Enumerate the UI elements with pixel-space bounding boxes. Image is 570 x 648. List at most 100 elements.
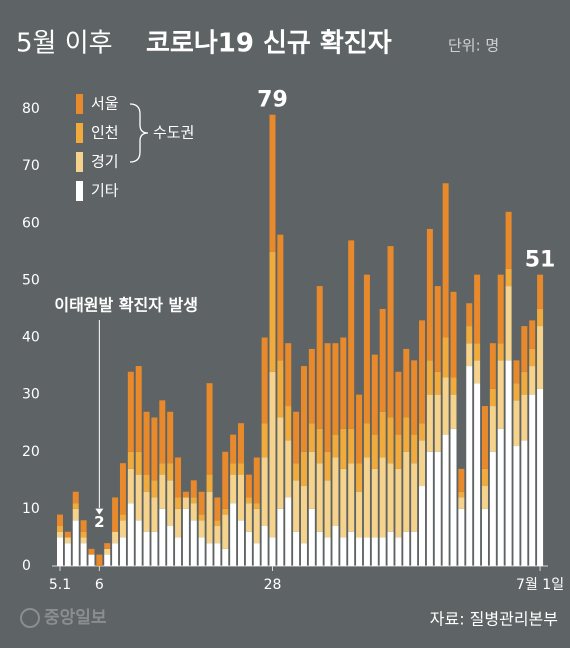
bar-segment [261,423,268,458]
bar-segment [442,337,449,378]
bar-segment [387,463,394,532]
bar-segment [363,423,370,458]
bar-segment [143,474,150,492]
legend-label: 서울 [91,95,119,113]
bar-segment [285,406,292,441]
data-label: 51 [525,248,556,273]
bar-segment [489,388,496,407]
bar-segment [474,274,481,344]
bar-segment [64,537,71,544]
bar-segment [206,474,213,492]
bar-segment [481,406,488,469]
x-tick-label: 6 [95,577,104,593]
bar-segment [529,394,536,566]
bar-segment [411,531,418,566]
bar-segment [371,537,378,566]
bar-segment [135,474,142,521]
bar-segment [340,537,347,566]
bar-segment [458,508,465,566]
bar-segment [135,520,142,566]
bar-segment [269,114,276,252]
label-pointer [95,508,104,515]
bar-segment [190,497,197,504]
bar-segment [112,497,119,532]
bar-segment [379,457,386,538]
bar-segment [167,463,174,481]
bar-segment [135,366,142,452]
bar-segment [426,451,433,566]
bar-segment [537,274,544,309]
y-tick-label: 60 [22,215,40,231]
bar-segment [332,526,339,566]
bar-segment [481,486,488,509]
bar-segment [222,451,229,509]
bar-segment [434,394,441,452]
bar-segment [245,474,252,498]
bar-segment [450,394,457,429]
bar-segment [245,497,252,504]
bar-segment [348,428,355,464]
legend-group: 수도권 [153,124,194,142]
bar-segment [190,520,197,566]
bar-segment [293,531,300,566]
bar-segment [300,486,307,544]
bar-segment [537,326,544,389]
legend-swatch [76,152,83,172]
bar-segment [112,531,119,544]
bar-segment [505,211,512,269]
legend-swatch [76,94,83,114]
bar-segment [474,383,481,566]
bar-segment [426,394,433,452]
legend-swatch [76,181,83,201]
bar-segment [379,411,386,458]
bar-segment [80,531,87,538]
bar-segment [340,428,347,469]
bar-segment [332,434,339,458]
bar-segment [324,451,331,481]
bar-segment [88,548,95,555]
data-label: 2 [94,513,104,531]
bar-segment [426,228,433,361]
bar-segment [151,531,158,566]
bar-segment [222,548,229,566]
bar-segment [356,394,363,464]
bar-segment [104,554,111,566]
bar-segment [277,360,284,418]
bar-segment [308,508,315,566]
bar-segment [230,474,237,504]
bar-segment [529,320,536,349]
bar-segment [521,371,528,395]
y-tick-label: 40 [22,330,40,346]
bar-segment [167,480,174,527]
bar-segment [403,451,410,532]
bar-segment [497,428,504,566]
bar-segment [182,491,189,498]
bar-segment [159,508,166,566]
bar-segment [80,537,87,544]
bar-segment [182,508,189,566]
bar-segment [127,468,134,504]
bar-segment [521,440,528,566]
legend-label: 인천 [91,124,119,142]
bar-segment [190,480,197,498]
title-prefix: 5월 이후 [16,29,113,59]
bar-segment [206,543,213,566]
bar-segment [434,371,441,395]
bar-segment [340,337,347,429]
bar-segment [151,497,158,532]
bar-segment [363,274,370,424]
bar-segment [419,440,426,487]
bar-segment [261,337,268,424]
bar-segment [489,451,496,566]
bar-segment [104,543,111,549]
bar-segment [324,343,331,452]
bar-segment [521,326,528,372]
bar-segment [261,457,268,527]
y-tick-label: 70 [22,158,40,174]
unit: 단위: 명 [448,37,499,55]
bar-segment [363,537,370,566]
bar-segment [395,434,402,469]
bar-segment [458,491,465,498]
bar-segment [253,457,260,504]
legend-bracket [129,103,149,163]
